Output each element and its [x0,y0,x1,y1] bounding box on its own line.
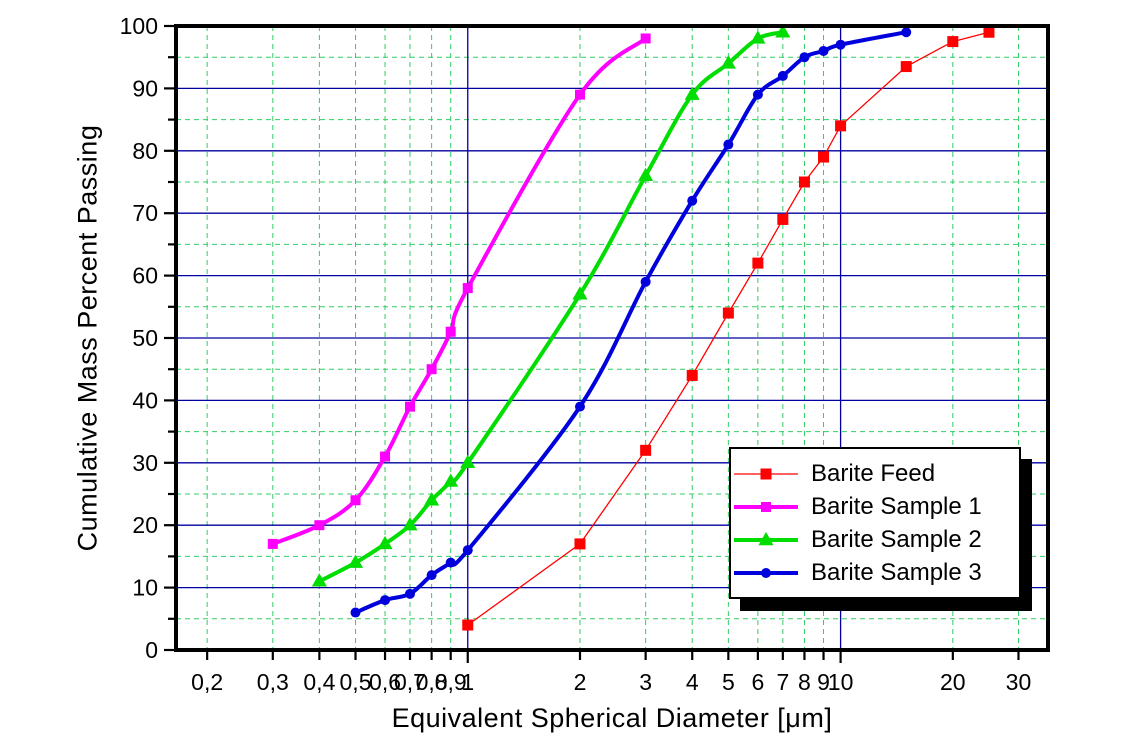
x-tick-label: 7 [776,669,789,695]
y-tick-label: 10 [132,575,158,601]
series-barite-feed [462,26,995,631]
x-tick-label: 0,6 [369,669,401,695]
legend-item-barite-sample-2: Barite Sample 2 [733,523,1017,556]
x-tick-label: 6 [751,669,764,695]
x-tick-label: 8 [798,669,811,695]
x-tick-label: 1 [461,669,474,695]
x-tick-label: 0,7 [394,669,426,695]
grid-minor [176,26,1048,650]
x-tick-label: 3 [639,669,652,695]
legend-item-barite-feed: Barite Feed [733,457,1017,490]
legend-item-barite-sample-1: Barite Sample 1 [733,490,1017,523]
legend-box: Barite Feed Barite Sample 1 Barite Sampl… [729,447,1021,599]
y-tick-label: 80 [132,138,158,164]
legend-label: Barite Sample 3 [811,558,982,586]
x-tick-label: 4 [686,669,699,695]
y-tick-label: 0 [145,637,158,663]
legend-swatch-barite-sample-1 [734,501,798,512]
y-tick-label: 70 [132,200,158,226]
series-barite-sample-2 [311,24,791,587]
series-barite-sample-1 [267,33,651,549]
y-tick-label: 100 [120,13,158,39]
x-tick-label: 0,3 [257,669,289,695]
x-tick-label: 20 [940,669,966,695]
series-barite-sample-3 [350,27,912,618]
x-tick-label: 5 [722,669,735,695]
x-tick-label: 0,9 [435,669,467,695]
y-axis-title: Cumulative Mass Percent Passing [72,124,103,552]
legend-swatch-barite-sample-3 [734,567,798,578]
x-tick-label: 0,4 [303,669,335,695]
legend-label: Barite Sample 1 [811,492,982,520]
legend-label: Barite Feed [811,459,936,487]
x-tick-label: 0,8 [416,669,448,695]
x-tick-label: 9 [817,669,830,695]
axis-ticks-and-labels: 0,2 0,3 0,4 0,50,60,70,80,91 2 3 4 5 6 7 8 910 20 300… [120,13,1032,695]
x-tick-label: 0,5 [340,669,372,695]
y-tick-label: 60 [132,263,158,289]
y-tick-label: 30 [132,450,158,476]
x-tick-label: 30 [1006,669,1032,695]
legend-swatch-barite-feed [734,468,798,479]
legend-swatch-barite-sample-2 [734,531,798,545]
legend-label: Barite Sample 2 [811,525,982,553]
x-axis-title: Equivalent Spherical Diameter [μm] [391,703,833,733]
x-tick-label: 0,2 [191,669,223,695]
x-tick-label: 2 [574,669,587,695]
plot-frame [174,24,1050,652]
legend-item-barite-sample-3: Barite Sample 3 [733,556,1017,589]
y-tick-label: 50 [132,325,158,351]
y-tick-label: 40 [132,387,158,413]
x-tick-label: 10 [828,669,854,695]
y-tick-label: 90 [132,75,158,101]
y-tick-label: 20 [132,512,158,538]
